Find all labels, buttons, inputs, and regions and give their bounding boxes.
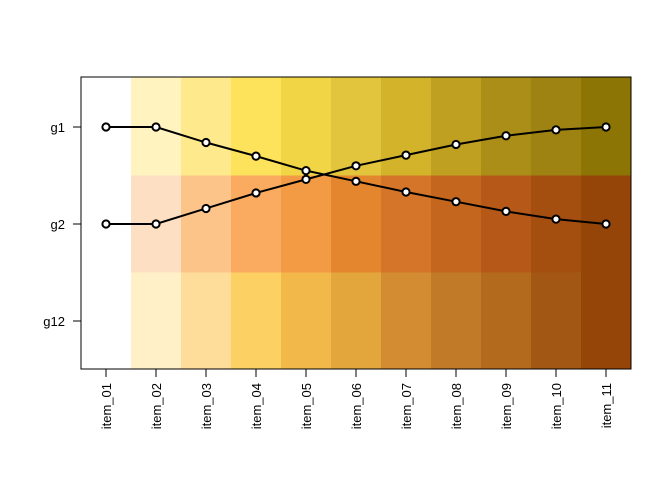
x-tick-label-item_09: item_09 [499, 383, 514, 429]
cell-g12-item_02 [131, 272, 181, 369]
cell-g12-item_10 [531, 272, 581, 369]
point-g2-item_11 [601, 122, 611, 132]
cell-g1-item_05 [281, 77, 331, 176]
point-g1-item_04 [251, 151, 261, 161]
y-tick-label-g12: g12 [43, 314, 65, 329]
cell-g2-item_08 [431, 175, 481, 273]
point-g2-item_02 [151, 219, 161, 229]
point-g2-item_03 [201, 203, 211, 214]
point-g2-item_10 [551, 125, 561, 135]
cell-g1-item_09 [481, 77, 531, 176]
x-axis: item_01 item_02 item_03 item_04 item_05 item_… [99, 368, 614, 429]
x-tick-label-item_02: item_02 [149, 383, 164, 429]
y-tick-label-g2: g2 [51, 217, 65, 232]
cell-g1-item_06 [331, 77, 381, 176]
x-tick-label-item_01: item_01 [99, 383, 114, 429]
cell-g2-item_09 [481, 175, 531, 273]
cell-g2-item_06 [331, 175, 381, 273]
series-points [101, 122, 611, 229]
heatmap-cells [81, 77, 631, 369]
point-g1-item_03 [201, 137, 211, 148]
cell-g1-item_03 [181, 77, 231, 176]
cell-g2-item_10 [531, 175, 581, 273]
x-tick-label-item_05: item_05 [299, 383, 314, 429]
x-tick-label-item_06: item_06 [349, 383, 364, 429]
cell-g12-item_04 [231, 272, 281, 369]
x-tick-label-item_04: item_04 [249, 383, 264, 429]
point-g1-item_01 [101, 122, 111, 132]
cell-g12-item_07 [381, 272, 431, 369]
x-tick-label-item_11: item_11 [599, 383, 614, 428]
point-g2-item_07 [401, 150, 411, 160]
y-tick-label-g1: g1 [51, 120, 65, 135]
point-g1-item_08 [451, 197, 461, 207]
cell-g1-item_07 [381, 77, 431, 176]
cell-g1-item_08 [431, 77, 481, 176]
point-g2-item_01 [101, 219, 111, 229]
cell-g12-item_01 [81, 272, 131, 369]
point-g1-item_02 [151, 122, 161, 132]
y-axis: g1 g2 g12 [43, 120, 81, 329]
cell-g12-item_05 [281, 272, 331, 369]
point-g1-item_11 [601, 219, 611, 229]
cell-g2-item_03 [181, 175, 231, 273]
point-g2-item_06 [351, 161, 361, 171]
cell-g12-item_11 [581, 272, 631, 369]
point-g2-item_04 [251, 188, 261, 198]
cell-g12-item_09 [481, 272, 531, 369]
point-g2-item_09 [501, 131, 511, 141]
x-tick-label-item_03: item_03 [199, 383, 214, 429]
point-g1-item_10 [551, 214, 561, 224]
point-g2-item_08 [451, 139, 461, 150]
cell-g12-item_06 [331, 272, 381, 369]
cell-g12-item_03 [181, 272, 231, 369]
cell-g2-item_05 [281, 175, 331, 273]
x-tick-label-item_07: item_07 [399, 383, 414, 429]
x-tick-label-item_08: item_08 [449, 383, 464, 429]
point-g1-item_06 [351, 176, 361, 186]
x-tick-label-item_10: item_10 [549, 383, 564, 429]
point-g1-item_05 [301, 166, 311, 176]
point-g2-item_05 [301, 174, 311, 184]
cell-g12-item_08 [431, 272, 481, 369]
point-g1-item_09 [501, 206, 511, 216]
point-g1-item_07 [401, 187, 411, 197]
